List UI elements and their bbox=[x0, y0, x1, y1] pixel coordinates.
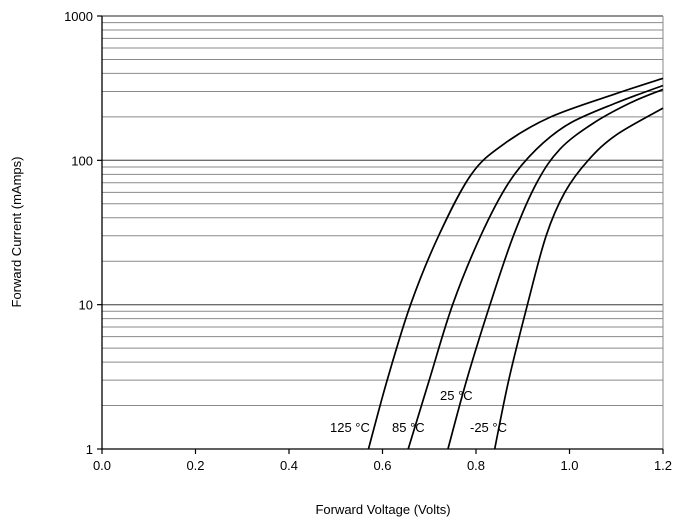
plot-frame bbox=[97, 15, 664, 454]
x-tick-label: 0.4 bbox=[280, 458, 298, 473]
series-curve bbox=[367, 77, 664, 450]
series-label: 125 °C bbox=[330, 420, 370, 435]
series-curve bbox=[407, 84, 664, 450]
series-label: 85 °C bbox=[392, 420, 425, 435]
x-tick-label: 0.2 bbox=[186, 458, 204, 473]
x-tick-label: 1.2 bbox=[654, 458, 672, 473]
x-tick-label: 1.0 bbox=[560, 458, 578, 473]
y-axis-title: Forward Current (mAmps) bbox=[9, 157, 24, 308]
gridlines bbox=[102, 15, 663, 407]
x-tick-label: 0.8 bbox=[467, 458, 485, 473]
x-axis-title: Forward Voltage (Volts) bbox=[315, 502, 450, 517]
y-tick-label: 1 bbox=[86, 442, 93, 457]
series-label: 25 °C bbox=[440, 388, 473, 403]
y-tick-label: 10 bbox=[79, 298, 93, 313]
x-tick-label: 0.0 bbox=[93, 458, 111, 473]
x-tick-labels: 0.0 0.2 0.4 0.6 0.8 1.0 1.2 bbox=[93, 458, 672, 473]
y-tick-label: 100 bbox=[71, 153, 93, 168]
series-curve bbox=[447, 88, 664, 450]
series-labels: 125 °C 85 °C 25 °C -25 °C bbox=[330, 388, 507, 435]
x-tick-label: 0.6 bbox=[373, 458, 391, 473]
y-tick-labels: 1 10 100 1000 bbox=[64, 9, 93, 457]
y-tick-label: 1000 bbox=[64, 9, 93, 24]
series-curve bbox=[493, 107, 664, 450]
series-label: -25 °C bbox=[470, 420, 507, 435]
series-curves bbox=[367, 77, 664, 450]
